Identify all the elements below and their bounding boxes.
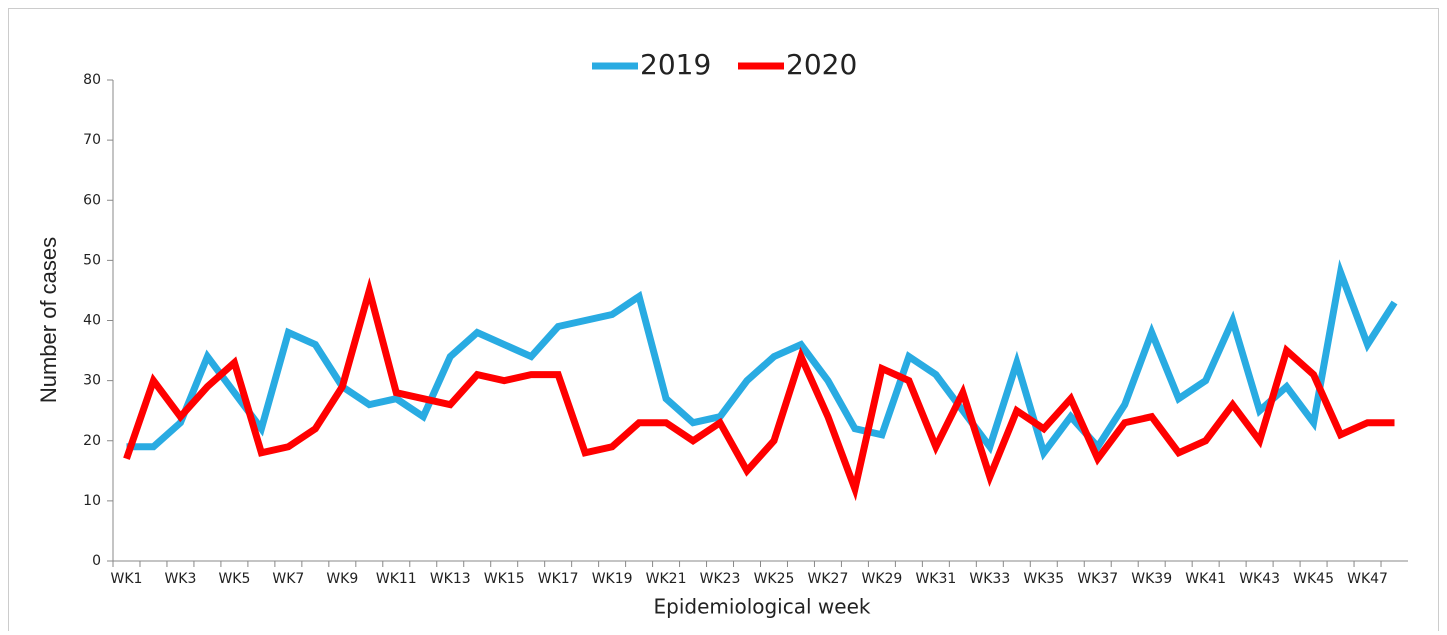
chart-border bbox=[8, 8, 1439, 635]
x-tick-label: WK9 bbox=[326, 571, 358, 587]
y-tick-label: 60 bbox=[83, 192, 101, 208]
y-tick-label: 50 bbox=[83, 252, 101, 268]
x-tick-label: WK13 bbox=[430, 571, 471, 587]
y-tick-label: 0 bbox=[92, 553, 101, 569]
x-tick-label: WK3 bbox=[164, 571, 196, 587]
x-tick-label: WK23 bbox=[700, 571, 741, 587]
x-tick-label: WK35 bbox=[1023, 571, 1064, 587]
x-tick-label: WK19 bbox=[592, 571, 633, 587]
x-tick-label: WK47 bbox=[1347, 571, 1388, 587]
legend: 2019 2020 bbox=[592, 48, 857, 81]
y-axis-label: Number of cases bbox=[36, 237, 61, 403]
y-tick-label: 10 bbox=[83, 493, 101, 509]
x-tick-label: WK7 bbox=[272, 571, 304, 587]
x-tick-label: WK11 bbox=[376, 571, 417, 587]
series-line bbox=[126, 259, 1398, 461]
x-tick-label: WK21 bbox=[646, 571, 687, 587]
x-tick-label: WK41 bbox=[1185, 571, 1226, 587]
series-line bbox=[123, 277, 1395, 502]
x-tick-label: WK29 bbox=[861, 571, 902, 587]
x-tick-label: WK43 bbox=[1239, 571, 1280, 587]
x-tick-label: WK1 bbox=[111, 571, 143, 587]
x-tick-label: WK39 bbox=[1131, 571, 1172, 587]
x-tick-label: WK45 bbox=[1293, 571, 1334, 587]
x-tick-label: WK15 bbox=[484, 571, 525, 587]
x-tick-label: WK31 bbox=[915, 571, 956, 587]
x-tick-label: WK27 bbox=[808, 571, 849, 587]
x-tick-label: WK5 bbox=[218, 571, 250, 587]
y-tick-label: 30 bbox=[83, 373, 101, 389]
x-tick-label: WK37 bbox=[1077, 571, 1118, 587]
x-axis-label: Epidemiological week bbox=[654, 595, 871, 619]
x-tick-label: WK33 bbox=[969, 571, 1010, 587]
y-tick-label: 70 bbox=[83, 132, 101, 148]
x-tick-label: WK25 bbox=[754, 571, 795, 587]
y-tick-label: 20 bbox=[83, 433, 101, 449]
legend-label: 2020 bbox=[786, 48, 857, 81]
legend-label: 2019 bbox=[640, 48, 711, 81]
y-tick-label: 80 bbox=[83, 72, 101, 88]
x-tick-label: WK17 bbox=[538, 571, 579, 587]
y-tick-label: 40 bbox=[83, 313, 101, 329]
